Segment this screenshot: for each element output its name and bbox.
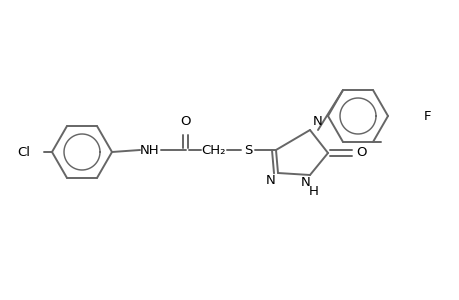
Text: O: O (180, 115, 191, 128)
Text: NH: NH (140, 143, 159, 157)
Text: CH₂: CH₂ (202, 143, 226, 157)
Text: N: N (266, 174, 275, 187)
Text: N: N (301, 176, 310, 189)
Text: O: O (355, 146, 366, 160)
Text: H: H (308, 185, 318, 198)
Text: F: F (423, 110, 431, 122)
Text: Cl: Cl (17, 146, 30, 158)
Text: S: S (243, 143, 252, 157)
Text: N: N (312, 115, 322, 128)
